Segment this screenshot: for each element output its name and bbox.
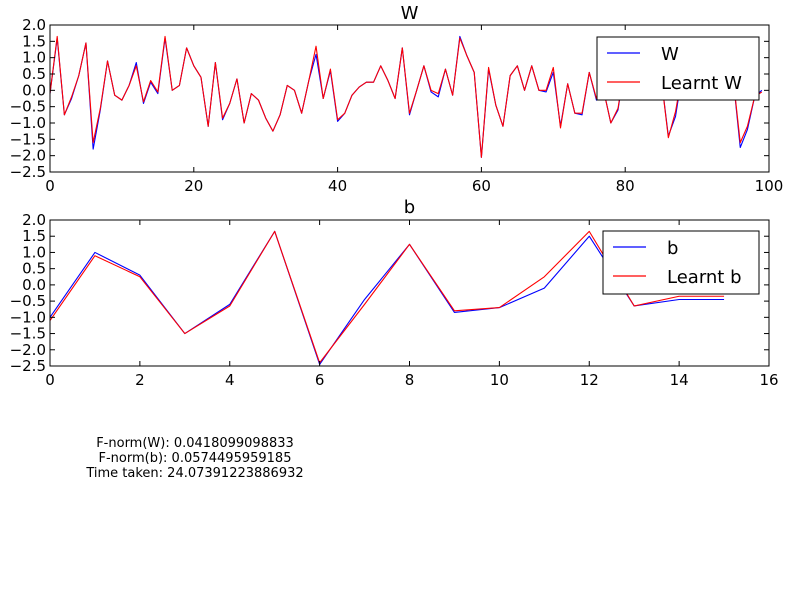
x-tick-label: 10 [490, 371, 509, 389]
stats-block: F-norm(W): 0.0418099098833 F-norm(b): 0.… [40, 436, 350, 481]
y-tick-label: −1.5 [10, 130, 46, 148]
y-tick-label: 0.0 [22, 276, 46, 294]
legend-label-0: b [667, 238, 678, 259]
y-tick-label: 1.5 [22, 227, 46, 245]
y-tick-label: 1.0 [22, 49, 46, 67]
y-tick-label: 1.5 [22, 32, 46, 50]
fnorm-w-text: F-norm(W): 0.0418099098833 [96, 436, 294, 451]
x-tick-label: 4 [225, 371, 235, 389]
y-tick-label: −1.5 [10, 325, 46, 343]
chart-title: W [401, 3, 419, 24]
y-tick-label: 0.0 [22, 81, 46, 99]
axes-frame [49, 24, 770, 173]
chart-title: b [404, 197, 415, 218]
y-tick-label: −2.5 [10, 357, 46, 375]
y-tick-label: 2.0 [22, 16, 46, 34]
y-tick-label: 1.0 [22, 243, 46, 261]
x-tick-label: 20 [184, 177, 203, 195]
x-tick-label: 100 [755, 177, 784, 195]
y-tick-label: −0.5 [10, 98, 46, 116]
legend: b Learnt b [602, 230, 760, 295]
x-tick-label: 8 [405, 371, 415, 389]
y-tick-label: −1.0 [10, 308, 46, 326]
y-tick-label: −2.5 [10, 163, 46, 181]
legend-box [596, 36, 760, 101]
x-tick-label: 12 [580, 371, 599, 389]
x-tick-label: 80 [616, 177, 635, 195]
legend: W Learnt W [596, 36, 760, 101]
legend-label-1: Learnt b [667, 267, 742, 288]
x-tick-label: 60 [472, 177, 491, 195]
y-tick-label: −2.0 [10, 341, 46, 359]
x-tick-label: 40 [328, 177, 347, 195]
y-tick-label: 0.5 [22, 260, 46, 278]
legend-box [602, 230, 760, 295]
y-tick-label: 2.0 [22, 211, 46, 229]
y-tick-label: 0.5 [22, 65, 46, 83]
y-tick-label: −2.0 [10, 147, 46, 165]
chart-0: 2.01.51.00.50.0−0.5−1.0−1.5−2.0−2.50 20 40… [10, 3, 784, 195]
x-tick-label: 6 [315, 371, 325, 389]
time-taken-text: Time taken: 24.07391223886932 [86, 466, 304, 481]
legend-label-0: W [661, 44, 679, 65]
x-tick-label: 0 [45, 371, 55, 389]
y-tick-label: −1.0 [10, 114, 46, 132]
fnorm-b-text: F-norm(b): 0.0574495959185 [98, 451, 292, 466]
x-tick-label: 2 [135, 371, 145, 389]
chart-1: 2.01.51.00.50.0−0.5−1.0−1.5−2.0−2.50 2 4 6 8… [10, 197, 779, 389]
x-tick-label: 0 [45, 177, 55, 195]
y-tick-label: −0.5 [10, 292, 46, 310]
x-tick-label: 14 [670, 371, 689, 389]
legend-label-1: Learnt W [661, 73, 742, 94]
x-tick-label: 16 [759, 371, 778, 389]
